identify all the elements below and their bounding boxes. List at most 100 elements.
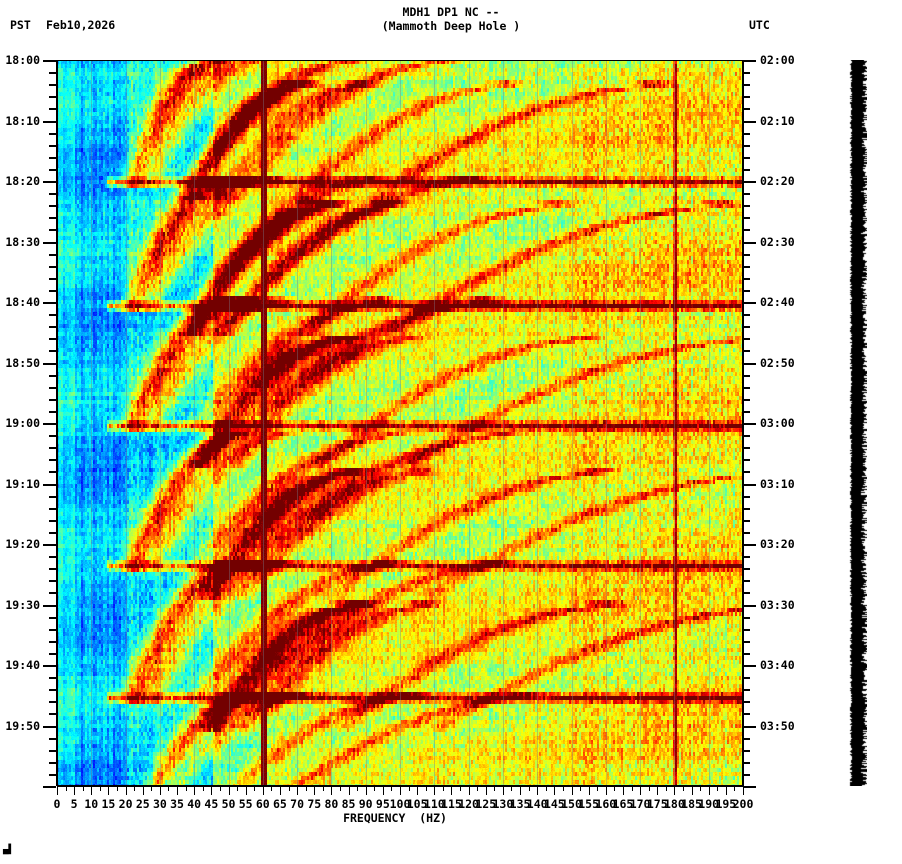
axis-tick xyxy=(743,580,750,582)
axis-tick xyxy=(743,520,750,522)
axis-tick xyxy=(546,786,548,791)
axis-tick xyxy=(43,181,56,183)
x-axis-tick-label: 65 xyxy=(273,797,287,811)
axis-tick xyxy=(743,532,750,534)
axis-tick xyxy=(743,229,750,231)
axis-tick xyxy=(743,435,750,437)
axis-tick xyxy=(43,242,56,244)
axis-tick xyxy=(434,786,436,795)
axis-tick xyxy=(49,641,56,643)
axis-tick xyxy=(529,786,531,791)
axis-tick xyxy=(194,786,196,795)
y-axis-left-label: 19:40 xyxy=(5,658,40,672)
axis-tick xyxy=(597,786,599,791)
axis-tick xyxy=(49,387,56,389)
axis-tick xyxy=(49,229,56,231)
axis-tick xyxy=(743,290,750,292)
x-axis-tick-label: 20 xyxy=(118,797,133,811)
y-axis-left-label: 18:00 xyxy=(5,53,40,67)
axis-tick xyxy=(743,677,750,679)
spectrogram-canvas xyxy=(57,60,743,786)
x-axis-tick-label: 185 xyxy=(681,797,702,811)
axis-tick xyxy=(134,786,136,791)
axis-tick xyxy=(83,786,85,791)
x-axis-tick-label: 115 xyxy=(441,797,462,811)
x-axis-tick-label: 175 xyxy=(646,797,668,811)
axis-tick xyxy=(229,786,231,795)
x-axis-tick-label: 110 xyxy=(423,797,445,811)
axis-tick xyxy=(743,217,750,219)
axis-tick xyxy=(743,411,750,413)
axis-tick xyxy=(366,786,368,795)
axis-tick xyxy=(49,338,56,340)
y-axis-right-label: 02:10 xyxy=(760,113,795,128)
axis-tick xyxy=(49,556,56,558)
page-title-line2: (Mammoth Deep Hole ) xyxy=(381,19,521,33)
axis-tick xyxy=(43,423,56,425)
axis-tick xyxy=(743,338,750,340)
axis-tick xyxy=(743,423,756,425)
axis-tick xyxy=(469,786,471,795)
axis-tick xyxy=(49,72,56,74)
axis-tick xyxy=(49,508,56,510)
axis-tick xyxy=(580,786,582,791)
axis-tick xyxy=(49,774,56,776)
x-axis-tick-label: 105 xyxy=(406,797,428,811)
axis-tick xyxy=(49,520,56,522)
y-axis-left-label: 19:30 xyxy=(5,597,40,612)
y-axis-right-label: 03:40 xyxy=(760,658,795,672)
axis-tick xyxy=(49,580,56,582)
y-axis-left-labels: 18:00 18:10 18:20 18:30 18:40 18:50 19:00 19:10… xyxy=(0,53,40,786)
axis-tick xyxy=(91,786,93,795)
axis-tick xyxy=(43,363,56,365)
axis-tick xyxy=(743,786,745,795)
axis-tick xyxy=(743,60,756,62)
axis-tick xyxy=(323,786,325,791)
axis-tick xyxy=(49,314,56,316)
axis-tick xyxy=(49,617,56,619)
axis-tick xyxy=(49,108,56,110)
axis-tick xyxy=(49,375,56,377)
axis-tick xyxy=(49,411,56,413)
axis-tick xyxy=(49,532,56,534)
x-axis-tick-label: 150 xyxy=(561,797,582,811)
x-axis-tick-label: 125 xyxy=(475,797,497,811)
axis-tick xyxy=(520,786,522,795)
axis-tick xyxy=(49,568,56,570)
timezone-label-left: PST xyxy=(10,18,31,32)
axis-tick xyxy=(220,786,222,791)
y-axis-left-label: 19:50 xyxy=(5,718,40,733)
axis-tick xyxy=(43,605,56,607)
axis-tick xyxy=(43,484,56,486)
axis-tick xyxy=(108,786,110,795)
axis-tick xyxy=(417,786,419,795)
axis-tick xyxy=(49,713,56,715)
axis-tick xyxy=(743,326,750,328)
axis-tick xyxy=(537,786,539,795)
axis-tick xyxy=(486,786,488,795)
axis-tick xyxy=(460,786,462,791)
axis-tick xyxy=(743,665,756,667)
axis-tick xyxy=(177,786,179,795)
x-axis-tick-label: 95 xyxy=(375,797,390,811)
axis-tick xyxy=(743,713,750,715)
axis-tick xyxy=(649,786,651,791)
axis-tick xyxy=(743,508,750,510)
axis-tick xyxy=(151,786,153,791)
axis-tick xyxy=(49,266,56,268)
axis-tick xyxy=(49,96,56,98)
axis-tick xyxy=(743,205,750,207)
x-axis-tick-label: 155 xyxy=(578,797,600,811)
axis-tick xyxy=(743,84,750,86)
x-axis-tick-label: 60 xyxy=(255,797,270,811)
axis-tick xyxy=(743,544,756,546)
axis-tick xyxy=(674,786,676,795)
axis-tick xyxy=(49,157,56,159)
spectrogram-plot[interactable] xyxy=(57,60,743,786)
axis-tick xyxy=(743,278,750,280)
axis-tick xyxy=(160,786,162,795)
axis-tick xyxy=(49,459,56,461)
axis-tick xyxy=(743,399,750,401)
axis-tick xyxy=(49,677,56,679)
x-axis-tick-label: 190 xyxy=(698,797,720,811)
